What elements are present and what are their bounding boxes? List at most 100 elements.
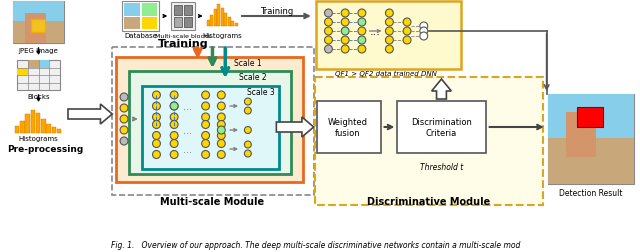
Circle shape xyxy=(202,132,209,140)
Bar xyxy=(141,87,279,169)
Bar xyxy=(141,18,157,30)
Circle shape xyxy=(244,99,252,106)
Text: ...: ... xyxy=(370,27,381,37)
Circle shape xyxy=(358,46,366,54)
Text: Scale 3: Scale 3 xyxy=(246,87,275,96)
Circle shape xyxy=(202,114,209,121)
Circle shape xyxy=(170,114,178,121)
Bar xyxy=(224,14,227,27)
Bar xyxy=(234,24,237,27)
Text: Discrimination
Criteria: Discrimination Criteria xyxy=(411,118,472,137)
Circle shape xyxy=(170,132,178,140)
Bar xyxy=(36,114,40,134)
Circle shape xyxy=(152,92,161,100)
Circle shape xyxy=(218,151,225,159)
Bar xyxy=(46,124,51,134)
Text: Multi-scale Module: Multi-scale Module xyxy=(161,196,264,206)
Polygon shape xyxy=(68,105,112,124)
Circle shape xyxy=(218,132,225,140)
Bar xyxy=(124,4,140,17)
Circle shape xyxy=(244,108,252,115)
Bar xyxy=(184,6,192,16)
Circle shape xyxy=(170,151,178,159)
Bar xyxy=(214,10,216,27)
Bar xyxy=(31,20,45,33)
Text: Pre-processing: Pre-processing xyxy=(7,145,84,154)
Text: QF1 > QF2 data trained DNN: QF1 > QF2 data trained DNN xyxy=(335,71,436,77)
Circle shape xyxy=(324,37,332,45)
Bar xyxy=(171,3,195,31)
Circle shape xyxy=(120,115,128,123)
Circle shape xyxy=(420,28,428,36)
Circle shape xyxy=(341,37,349,45)
Circle shape xyxy=(152,103,161,111)
Bar xyxy=(566,113,596,158)
Bar xyxy=(15,127,19,134)
Circle shape xyxy=(358,10,366,18)
Bar xyxy=(124,18,140,30)
Circle shape xyxy=(403,37,411,45)
Bar xyxy=(228,18,230,27)
Bar xyxy=(31,110,35,134)
Text: Database: Database xyxy=(124,33,157,39)
Bar xyxy=(548,94,634,184)
Text: ...: ... xyxy=(184,125,193,136)
Bar xyxy=(122,2,159,32)
Bar xyxy=(52,128,56,134)
Text: Scale 2: Scale 2 xyxy=(239,72,266,81)
Bar xyxy=(141,4,157,17)
Text: JPEG image: JPEG image xyxy=(19,48,58,54)
Circle shape xyxy=(120,127,128,135)
Circle shape xyxy=(170,140,178,148)
Bar xyxy=(17,68,28,76)
Circle shape xyxy=(202,121,209,129)
Circle shape xyxy=(341,46,349,54)
Text: ...: ... xyxy=(184,102,193,112)
Bar xyxy=(41,119,45,134)
Circle shape xyxy=(403,19,411,27)
Circle shape xyxy=(324,28,332,36)
Bar xyxy=(577,108,603,128)
Bar xyxy=(231,21,234,27)
Circle shape xyxy=(152,121,161,129)
Bar xyxy=(221,9,223,27)
Bar xyxy=(26,115,30,134)
Circle shape xyxy=(385,10,394,18)
Text: Histograms: Histograms xyxy=(19,136,58,141)
Bar xyxy=(129,72,291,174)
Bar xyxy=(116,58,303,182)
Circle shape xyxy=(420,23,428,31)
Circle shape xyxy=(202,103,209,111)
Circle shape xyxy=(218,127,225,135)
Text: Training: Training xyxy=(260,7,293,15)
Bar xyxy=(315,78,543,205)
Polygon shape xyxy=(276,117,314,137)
Bar xyxy=(217,5,220,27)
Circle shape xyxy=(120,105,128,113)
Text: Scale 1: Scale 1 xyxy=(234,58,262,67)
Bar xyxy=(317,102,381,153)
Polygon shape xyxy=(431,80,451,100)
Text: Detection Result: Detection Result xyxy=(559,188,623,197)
Circle shape xyxy=(341,19,349,27)
Bar xyxy=(17,61,60,91)
Bar xyxy=(397,102,486,153)
Circle shape xyxy=(358,37,366,45)
Circle shape xyxy=(202,92,209,100)
Bar xyxy=(13,2,64,44)
Bar xyxy=(174,6,182,16)
Circle shape xyxy=(244,141,252,148)
Circle shape xyxy=(152,151,161,159)
Bar xyxy=(207,20,209,27)
Circle shape xyxy=(385,28,394,36)
Bar xyxy=(57,130,61,134)
Circle shape xyxy=(341,10,349,18)
Circle shape xyxy=(152,132,161,140)
Bar xyxy=(210,16,213,27)
Bar xyxy=(38,61,49,68)
Text: Blocks: Blocks xyxy=(28,94,50,100)
Text: Threshold t: Threshold t xyxy=(420,163,463,172)
Bar xyxy=(174,18,182,28)
Bar xyxy=(316,2,461,70)
Circle shape xyxy=(170,121,178,129)
